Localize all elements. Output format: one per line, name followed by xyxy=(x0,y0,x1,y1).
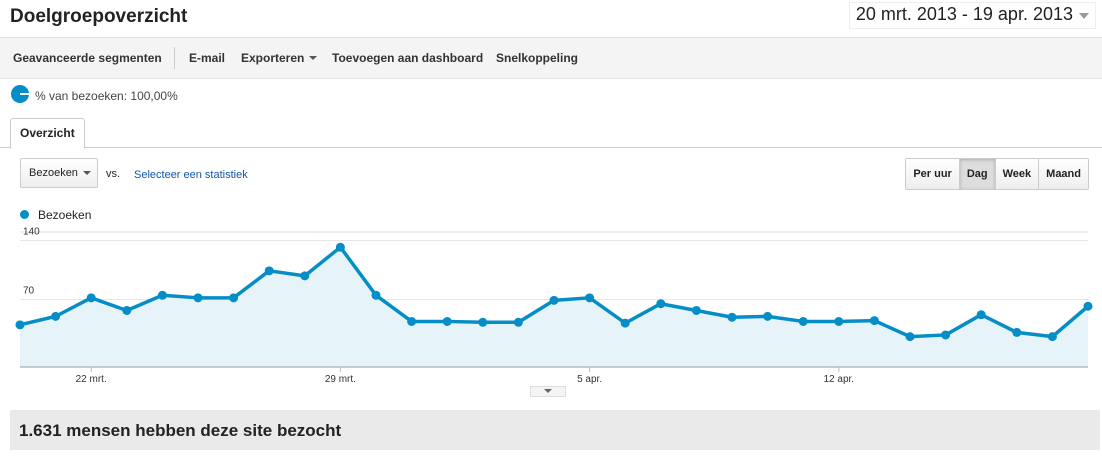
point xyxy=(941,330,951,340)
segment-icon xyxy=(11,85,29,103)
summary-title: 1.631 mensen hebben deze site bezocht xyxy=(19,421,342,440)
point xyxy=(193,293,203,303)
segment-label: % van bezoeken: 100,00% xyxy=(35,89,178,103)
granularity-button[interactable]: Maand xyxy=(1038,159,1088,189)
point xyxy=(1012,327,1022,337)
point xyxy=(264,266,274,276)
legend-marker xyxy=(20,210,29,219)
point xyxy=(905,332,915,342)
point xyxy=(1047,332,1057,342)
point xyxy=(122,305,132,315)
point xyxy=(157,290,167,300)
point xyxy=(15,320,25,330)
toolbar-item[interactable]: Geavanceerde segmenten xyxy=(13,51,162,65)
point xyxy=(549,295,559,305)
toolbar-item[interactable]: Snelkoppeling xyxy=(496,51,579,65)
date-range[interactable]: 20 mrt. 2013 - 19 apr. 2013 xyxy=(848,2,1096,29)
point xyxy=(478,317,488,327)
area xyxy=(20,247,1088,367)
separator xyxy=(174,47,175,69)
point xyxy=(620,318,630,328)
point xyxy=(656,299,666,309)
granularity-button[interactable]: Per uur xyxy=(906,159,959,189)
tab-line xyxy=(0,147,1102,148)
tab[interactable]: Overzicht xyxy=(10,118,85,149)
point xyxy=(442,316,452,326)
point xyxy=(371,290,381,300)
point xyxy=(798,316,808,326)
vs-label: vs. xyxy=(106,168,121,180)
point xyxy=(585,293,595,303)
point xyxy=(407,316,417,326)
point xyxy=(976,310,986,320)
granularity-group: Per uur Dag Week Maand xyxy=(905,158,1089,190)
granularity-button[interactable]: Dag xyxy=(958,159,995,189)
point xyxy=(335,242,345,252)
y-tick-label: 140 xyxy=(23,226,40,237)
x-tick-label: 5 apr. xyxy=(577,374,602,385)
legend-label: Bezoeken xyxy=(38,208,92,222)
point xyxy=(869,316,879,326)
point xyxy=(763,311,773,321)
point xyxy=(513,317,523,327)
metric-select[interactable]: Bezoeken xyxy=(20,158,98,188)
point xyxy=(229,293,239,303)
point xyxy=(300,271,310,281)
granularity-button[interactable]: Week xyxy=(994,159,1039,189)
toolbar: Geavanceerde segmenten E-mail Exporteren… xyxy=(0,37,1102,79)
point xyxy=(691,305,701,315)
point xyxy=(834,316,844,326)
toolbar-item[interactable]: E-mail xyxy=(189,51,226,65)
chart: 70 140 22 mrt. 29 mrt. 5 apr. 12 apr. xyxy=(15,226,1093,385)
summary-bar: 1.631 mensen hebben deze site bezocht xyxy=(10,410,1100,450)
page-title: Doelgroepoverzicht xyxy=(10,6,188,27)
legend: Bezoeken xyxy=(20,208,91,222)
x-tick-label: 29 mrt. xyxy=(325,374,356,385)
y-tick-label: 70 xyxy=(23,286,35,297)
point xyxy=(1083,301,1093,311)
point xyxy=(727,312,737,322)
collapse-handle[interactable] xyxy=(530,386,566,397)
x-tick-label: 12 apr. xyxy=(824,374,855,385)
point xyxy=(86,293,96,303)
toolbar-item[interactable]: Toevoegen aan dashboard xyxy=(332,51,484,65)
x-tick-label: 22 mrt. xyxy=(76,374,107,385)
compare-link[interactable]: Selecteer een statistiek xyxy=(134,169,248,181)
point xyxy=(51,311,61,321)
toolbar-item[interactable]: Exporteren xyxy=(241,51,317,65)
